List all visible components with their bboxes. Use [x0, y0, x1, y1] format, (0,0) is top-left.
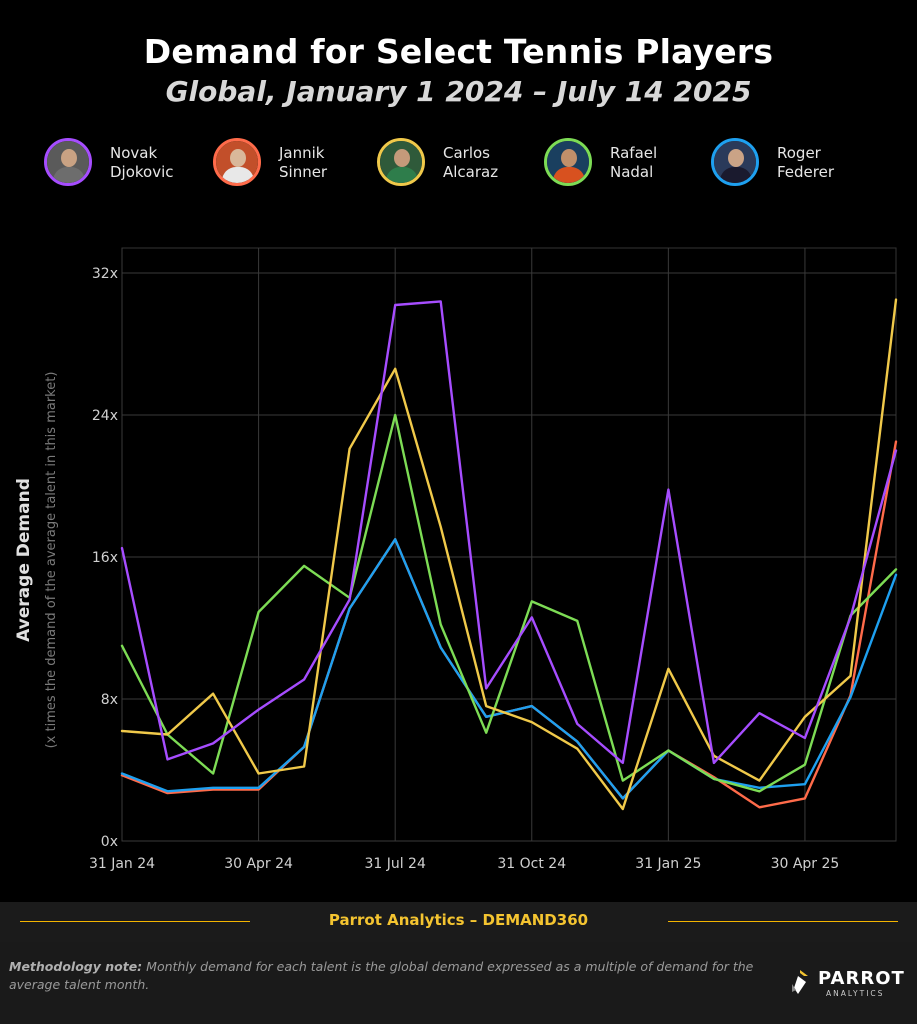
x-tick-label: 31 Jan 24 [89, 856, 155, 872]
legend-label: Carlos Alcaraz [443, 144, 499, 181]
parrot-logo-icon [792, 970, 808, 994]
series-line-rafael-nadal [120, 413, 898, 793]
x-tick-label: 31 Jul 24 [364, 856, 426, 872]
y-tick-label: 8x [101, 692, 118, 708]
footer-source: Parrot Analytics – DEMAND360 [328, 911, 589, 929]
logo-subtext: ANALYTICS [826, 989, 885, 998]
y-tick-label: 16x [92, 550, 118, 566]
methodology-note-text: Monthly demand for each talent is the gl… [9, 959, 754, 992]
legend-label: Roger Federer [777, 144, 835, 181]
footer-bar [0, 902, 917, 942]
note-bar [0, 942, 917, 1024]
logo-wordmark: PARROT [818, 968, 905, 989]
footer-divider-right [668, 921, 898, 922]
novak-djokovic-photo-icon [44, 138, 92, 186]
methodology-note-label: Methodology note: [9, 959, 143, 974]
parrot-analytics-logo: PARROT ANALYTICS [788, 964, 908, 1004]
x-tick-label: 30 Apr 25 [771, 856, 840, 872]
footer-divider-left [20, 921, 250, 922]
line-chart: 0x 8x 16x 24x 32x 31 Jan 24 30 Apr 24 31 Jul 24… [89, 247, 898, 872]
legend-label: Rafael Nadal [610, 144, 658, 181]
y-tick-label: 0x [101, 834, 118, 850]
roger-federer-photo-icon [711, 138, 759, 186]
legend-label: Jannik Sinner [279, 144, 328, 181]
y-tick-label: 32x [92, 266, 118, 282]
series-line-novak-djokovic [120, 300, 898, 765]
series-line-carlos-alcaraz [120, 298, 898, 811]
chart-subtitle: Global, January 1 2024 – July 14 2025 [165, 75, 752, 108]
carlos-alcaraz-photo-icon [377, 138, 425, 186]
x-tick-label: 31 Oct 24 [497, 856, 566, 872]
jannik-sinner-photo-icon [213, 138, 261, 186]
x-tick-label: 31 Jan 25 [635, 856, 701, 872]
y-tick-label: 24x [92, 408, 118, 424]
rafael-nadal-photo-icon [544, 138, 592, 186]
legend-label: Novak Djokovic [110, 144, 174, 181]
x-tick-label: 30 Apr 24 [224, 856, 293, 872]
chart-title: Demand for Select Tennis Players [143, 32, 774, 71]
methodology-note: Methodology note: Monthly demand for eac… [9, 958, 769, 994]
